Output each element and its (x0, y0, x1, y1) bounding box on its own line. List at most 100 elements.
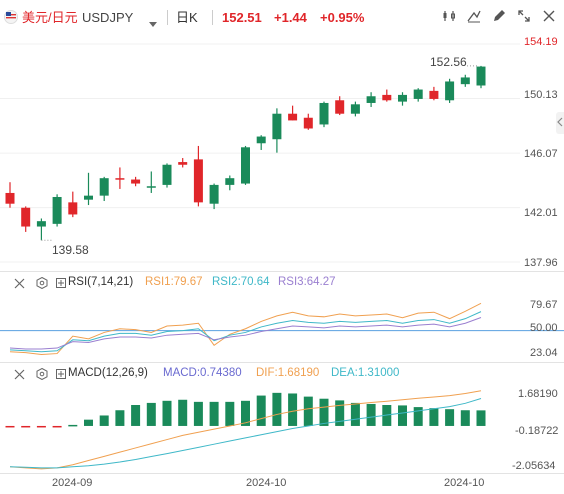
candle-body (178, 162, 188, 165)
candle-body (366, 96, 376, 103)
macd-bar (84, 419, 93, 426)
chevron-down-icon[interactable] (149, 15, 157, 33)
macd-y-label-3: -2.05634 (512, 460, 556, 472)
x-label-3: 2024-10 (444, 477, 485, 489)
macd-bar (36, 425, 46, 428)
candle-body (303, 117, 313, 129)
indicator-box-icon[interactable] (56, 369, 66, 382)
macd-name: MACD(12,26,9) (68, 367, 148, 379)
rsi-header: RSI(7,14,21) RSI1:79.67 RSI2:70.64 RSI3:… (0, 276, 520, 292)
candle-body (84, 195, 93, 200)
rsi-y-label-3: 23.04 (530, 347, 558, 359)
macd-bar (115, 410, 125, 426)
candle-body (225, 178, 235, 185)
macd-bar (366, 403, 376, 426)
flag-icon (4, 10, 18, 24)
candle-body (445, 81, 455, 101)
candle-body (382, 94, 392, 101)
settings-icon[interactable] (36, 276, 48, 292)
candle-body (319, 102, 329, 125)
rsi-line-1 (9, 302, 482, 355)
candle-body (99, 178, 109, 196)
candle-body (398, 94, 407, 102)
candle-body (68, 202, 78, 215)
macd-bar (460, 410, 470, 426)
macd-bar (209, 401, 219, 426)
candlestick-chart[interactable] (0, 34, 564, 270)
y-label-2: 150.13 (524, 89, 558, 101)
rsi3-value: RSI3:64.27 (278, 276, 336, 288)
candle-body (350, 104, 360, 114)
y-label-3: 146.07 (524, 148, 558, 160)
macd-bar (413, 407, 423, 426)
macd-header: MACD(12,26,9) MACD:0.74380 DIF:1.68190 D… (0, 367, 520, 383)
x-axis-line (0, 473, 564, 474)
dea-line (9, 398, 482, 469)
macd-bar (288, 393, 298, 426)
collapse-icon[interactable] (14, 278, 25, 292)
dif-value: DIF:1.68190 (256, 367, 320, 379)
dif-line (9, 390, 482, 470)
candle-type-icon (442, 9, 456, 28)
rsi-line-3 (9, 317, 482, 350)
macd-bar (99, 415, 109, 426)
macd-bar (131, 405, 141, 426)
zoom-out-icon (556, 114, 564, 132)
macd-bar (303, 396, 313, 426)
macd-bar (5, 425, 15, 428)
macd-bar (398, 405, 407, 426)
macd-bar (162, 400, 172, 426)
candle-body (241, 147, 250, 184)
symbol-code[interactable]: USDJPY (82, 10, 134, 25)
macd-bar (350, 402, 360, 426)
macd-bar (476, 410, 486, 426)
price-change: +1.44 (274, 10, 307, 25)
symbol-cn[interactable]: 美元/日元 (22, 10, 78, 25)
macd-bar (146, 402, 156, 426)
candle-body (272, 113, 282, 140)
candle-body (5, 192, 15, 204)
close-button[interactable] (538, 7, 560, 29)
rsi-line-2 (9, 311, 482, 353)
y-label-5: 137.96 (524, 257, 558, 269)
candle-body (21, 207, 31, 227)
rsi-name: RSI(7,14,21) (68, 276, 134, 288)
candle-body (115, 178, 125, 180)
macd-bar (335, 400, 345, 426)
dea-value: DEA:1.31000 (331, 367, 400, 379)
candle-type-button[interactable] (438, 7, 460, 29)
max-price-label: 152.56 (430, 55, 467, 69)
macd-bar (445, 409, 455, 426)
candle-body (429, 90, 439, 99)
macd-bar (225, 401, 235, 426)
expand-button[interactable] (513, 7, 535, 29)
macd-chart[interactable] (0, 381, 564, 473)
x-label-1: 2024-09 (52, 477, 93, 489)
zoom-out-button[interactable] (556, 112, 564, 134)
candle-body (162, 164, 172, 185)
candle-body (413, 89, 423, 99)
rsi2-value: RSI2:70.64 (212, 276, 270, 288)
candle-body (193, 159, 203, 203)
grid-lines (0, 43, 520, 263)
candle-body (335, 100, 345, 114)
indicator-box-icon[interactable] (56, 278, 66, 291)
chart-header: 美元/日元 USDJPY 日K 152.51 +1.44 +0.95% (0, 0, 564, 34)
settings-icon[interactable] (36, 367, 48, 383)
rsi-y-label-2: 50.00 (530, 322, 558, 334)
header-divider (167, 10, 168, 25)
draw-button[interactable] (463, 7, 485, 29)
min-price-label: 139.58 (52, 243, 89, 257)
pane-divider-2 (0, 362, 564, 363)
rsi-chart[interactable] (0, 290, 564, 362)
candle-body (209, 184, 219, 204)
macd-y-label-2: -0.18722 (515, 425, 559, 437)
pen-button[interactable] (488, 7, 510, 29)
candle-body (131, 179, 141, 184)
period-selector[interactable]: 日K (176, 10, 198, 25)
collapse-icon[interactable] (14, 369, 25, 383)
candle-body (460, 77, 470, 85)
y-label-4: 142.01 (524, 207, 558, 219)
macd-bar (272, 392, 282, 426)
macd-bar (68, 424, 78, 427)
